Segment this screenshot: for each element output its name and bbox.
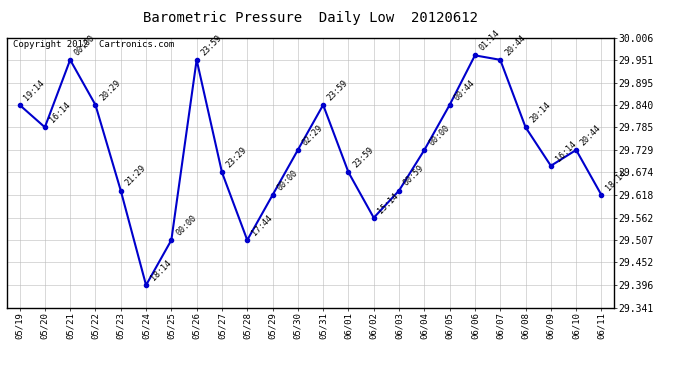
Text: 18:14: 18:14 (149, 258, 173, 282)
Text: 21:29: 21:29 (124, 164, 148, 188)
Text: 16:14: 16:14 (48, 100, 72, 124)
Text: 00:00: 00:00 (427, 123, 451, 147)
Text: 00:00: 00:00 (275, 168, 299, 192)
Text: 00:59: 00:59 (402, 164, 426, 188)
Text: 01:14: 01:14 (477, 28, 502, 53)
Text: Barometric Pressure  Daily Low  20120612: Barometric Pressure Daily Low 20120612 (143, 11, 478, 25)
Text: 19:14: 19:14 (22, 78, 46, 102)
Text: Copyright 2012  Cartronics.com: Copyright 2012 Cartronics.com (13, 40, 174, 49)
Text: 02:29: 02:29 (301, 123, 325, 147)
Text: 00:44: 00:44 (453, 78, 477, 102)
Text: 23:59: 23:59 (351, 146, 375, 170)
Text: 00:00: 00:00 (73, 33, 97, 57)
Text: 18:14: 18:14 (604, 168, 629, 192)
Text: 23:59: 23:59 (199, 33, 224, 57)
Text: 15:14: 15:14 (377, 191, 401, 215)
Text: 23:59: 23:59 (326, 78, 350, 102)
Text: 23:29: 23:29 (225, 146, 249, 170)
Text: 00:00: 00:00 (174, 213, 198, 237)
Text: 20:29: 20:29 (98, 78, 122, 102)
Text: 17:44: 17:44 (250, 213, 274, 237)
Text: 16:14: 16:14 (553, 139, 578, 163)
Text: 20:44: 20:44 (503, 33, 527, 57)
Text: 20:14: 20:14 (529, 100, 553, 124)
Text: 20:44: 20:44 (579, 123, 603, 147)
